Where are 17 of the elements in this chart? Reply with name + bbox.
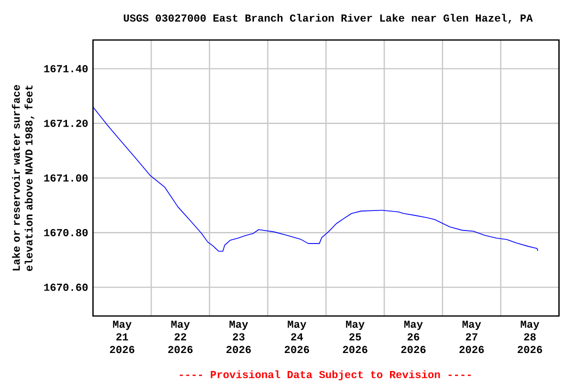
- x-tick-label: May 23 2026: [226, 320, 251, 354]
- text: ---- Provisional Data Subject to Revision ----: [180, 370, 471, 380]
- x-tick-label: May 28 2026: [518, 320, 542, 354]
- x-tick-label: May 24 2026: [284, 320, 310, 354]
- y-tick-label: 1671.40: [44, 65, 88, 72]
- chart-title: USGS 03027000 East Branch Clarion River Lake near Glen Hazel, PA: [124, 14, 533, 24]
- x-tick-label: May 26 2026: [401, 320, 426, 354]
- x-tick-label: May 27 2026: [459, 320, 484, 354]
- y-tick-label: 1670.60: [44, 284, 88, 291]
- line-series: [93, 106, 538, 252]
- y-tick-label: 1670.80: [44, 229, 88, 236]
- y-tick-label: 1671.20: [44, 120, 88, 127]
- x-tick-label: May 22 2026: [168, 320, 193, 354]
- y-axis-title: Lake or reservoir water surface elevation above NAVD 1988, feet: [12, 85, 34, 271]
- y-tick-label: 1671.00: [44, 174, 88, 182]
- x-tick-label: May 21 2026: [110, 320, 134, 354]
- x-tick-label: May 25 2026: [342, 320, 368, 354]
